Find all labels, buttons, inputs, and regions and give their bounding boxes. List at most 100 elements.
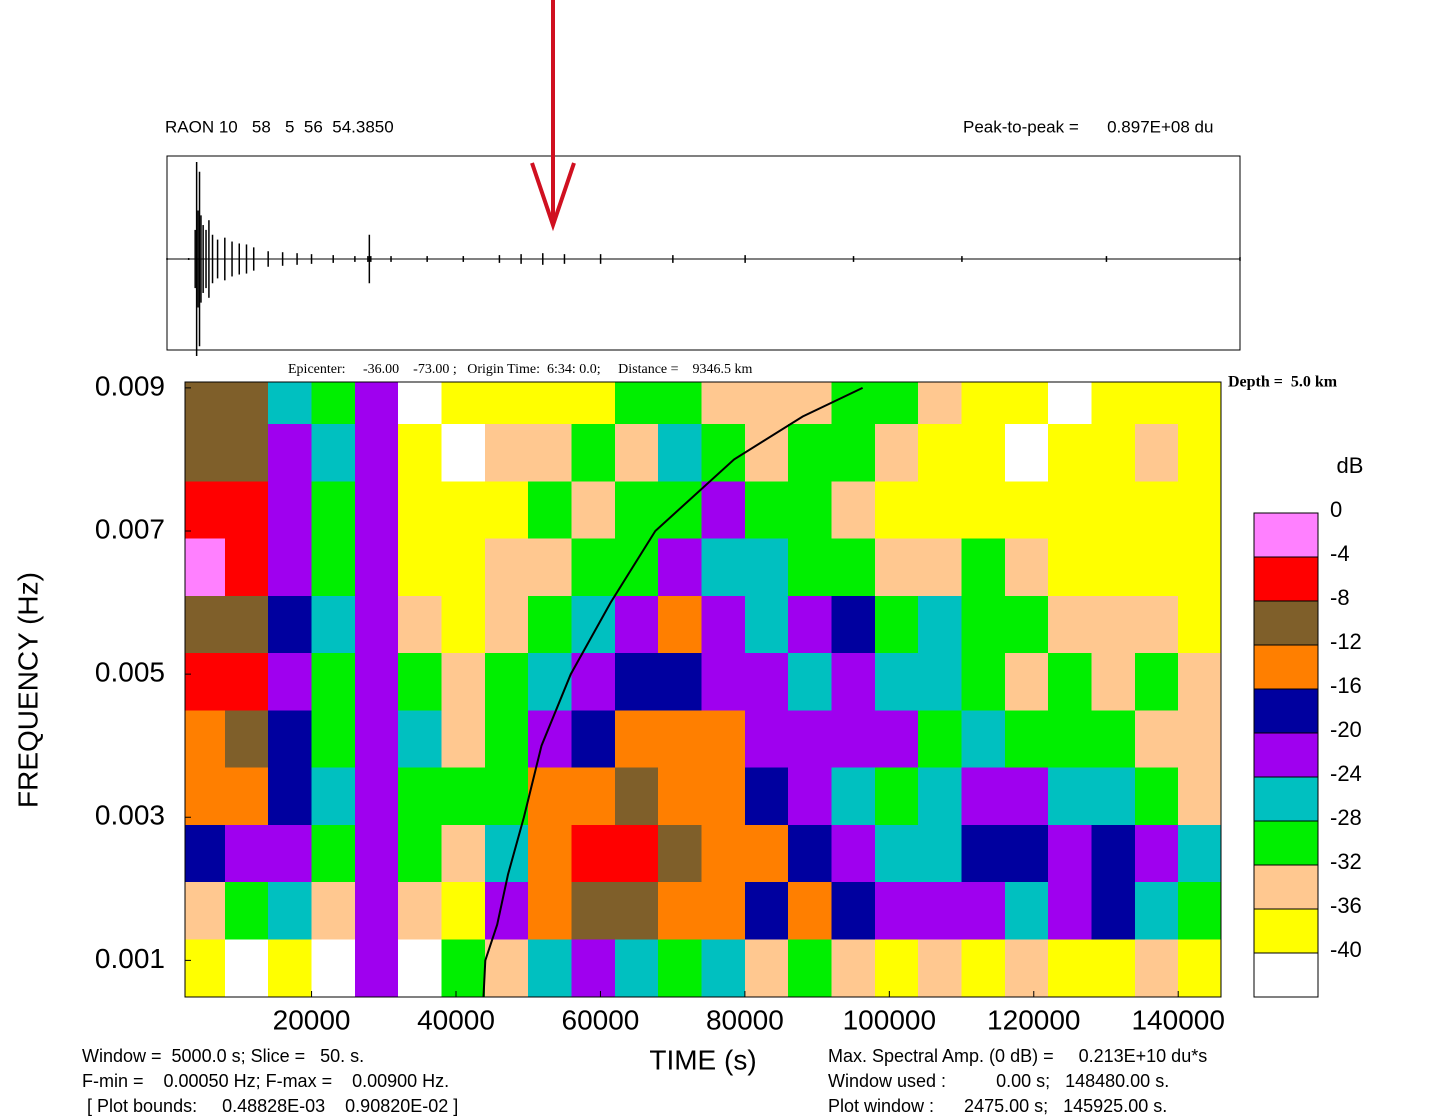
cell bbox=[1048, 709, 1093, 768]
cell bbox=[224, 382, 269, 425]
cell bbox=[354, 423, 399, 482]
cell bbox=[1004, 824, 1049, 883]
note-left: [ Plot bounds: 0.48828E-03 0.90820E-02 ] bbox=[82, 1096, 458, 1116]
cell bbox=[185, 652, 226, 711]
cell bbox=[744, 382, 789, 425]
cell bbox=[398, 824, 443, 883]
cell bbox=[354, 382, 399, 425]
cell bbox=[1048, 881, 1093, 940]
cell bbox=[874, 881, 919, 940]
cell bbox=[398, 938, 443, 998]
cell bbox=[571, 938, 616, 998]
cell bbox=[1048, 824, 1093, 883]
cell bbox=[831, 938, 876, 998]
cell bbox=[484, 423, 529, 482]
cell bbox=[658, 938, 703, 998]
cell bbox=[398, 423, 443, 482]
cell bbox=[311, 938, 356, 998]
cell bbox=[484, 595, 529, 654]
cell bbox=[1178, 709, 1222, 768]
cell bbox=[185, 595, 226, 654]
cell bbox=[528, 767, 573, 825]
x-tick-label: 60000 bbox=[562, 1004, 640, 1035]
cell bbox=[311, 423, 356, 482]
cell bbox=[918, 595, 963, 654]
cell bbox=[1091, 382, 1136, 425]
cell bbox=[1134, 538, 1179, 596]
spectrogram bbox=[185, 382, 1222, 998]
cell bbox=[701, 423, 746, 482]
cell bbox=[831, 423, 876, 482]
cell bbox=[224, 767, 269, 825]
colorbar-label: -20 bbox=[1330, 717, 1362, 742]
cell bbox=[1134, 480, 1179, 539]
cell bbox=[918, 824, 963, 883]
cell bbox=[1004, 538, 1049, 596]
cell bbox=[528, 709, 573, 768]
y-tick-label: 0.001 bbox=[95, 943, 165, 974]
cell bbox=[398, 382, 443, 425]
cell bbox=[788, 382, 833, 425]
cell bbox=[441, 595, 486, 654]
cell bbox=[831, 480, 876, 539]
cell bbox=[528, 538, 573, 596]
colorbar-label: -4 bbox=[1330, 541, 1350, 566]
cell bbox=[1134, 709, 1179, 768]
cell bbox=[614, 824, 659, 883]
cell bbox=[1004, 423, 1049, 482]
note-left: Window = 5000.0 s; Slice = 50. s. bbox=[82, 1046, 364, 1066]
cell bbox=[398, 767, 443, 825]
cell bbox=[1048, 480, 1093, 539]
colorbar-label: -36 bbox=[1330, 893, 1362, 918]
cell bbox=[788, 824, 833, 883]
cell bbox=[788, 423, 833, 482]
cell bbox=[658, 423, 703, 482]
header-right: Peak-to-peak = 0.897E+08 du bbox=[963, 117, 1213, 136]
cell bbox=[441, 652, 486, 711]
cell bbox=[788, 595, 833, 654]
cell bbox=[614, 709, 659, 768]
cell bbox=[1134, 767, 1179, 825]
cell bbox=[484, 767, 529, 825]
cell bbox=[614, 423, 659, 482]
cell bbox=[1091, 480, 1136, 539]
cell bbox=[528, 595, 573, 654]
cell bbox=[1134, 938, 1179, 998]
cell bbox=[1048, 938, 1093, 998]
cell bbox=[1048, 652, 1093, 711]
cell bbox=[441, 709, 486, 768]
cell bbox=[831, 538, 876, 596]
cell bbox=[1091, 538, 1136, 596]
cell bbox=[571, 382, 616, 425]
cell bbox=[1178, 881, 1222, 940]
colorbar-box bbox=[1253, 732, 1319, 778]
cell bbox=[224, 423, 269, 482]
cell bbox=[658, 881, 703, 940]
cell bbox=[788, 538, 833, 596]
cell bbox=[484, 938, 529, 998]
x-tick-label: 100000 bbox=[843, 1004, 936, 1035]
cell bbox=[311, 767, 356, 825]
cell bbox=[1134, 881, 1179, 940]
cell bbox=[354, 480, 399, 539]
cell bbox=[918, 652, 963, 711]
cell bbox=[831, 767, 876, 825]
note-right: Max. Spectral Amp. (0 dB) = 0.213E+10 du… bbox=[828, 1046, 1207, 1066]
colorbar-label: -12 bbox=[1330, 629, 1362, 654]
cell bbox=[701, 767, 746, 825]
cell bbox=[441, 480, 486, 539]
cell bbox=[1178, 767, 1222, 825]
cell bbox=[398, 709, 443, 768]
cell bbox=[701, 538, 746, 596]
x-tick-label: 140000 bbox=[1131, 1004, 1224, 1035]
cell bbox=[398, 881, 443, 940]
cell bbox=[1178, 938, 1222, 998]
cell bbox=[571, 595, 616, 654]
cell bbox=[874, 595, 919, 654]
cell bbox=[961, 480, 1006, 539]
colorbar-box bbox=[1253, 776, 1319, 822]
cell bbox=[658, 652, 703, 711]
cell bbox=[571, 881, 616, 940]
y-tick-label: 0.003 bbox=[95, 800, 165, 831]
cell bbox=[354, 709, 399, 768]
